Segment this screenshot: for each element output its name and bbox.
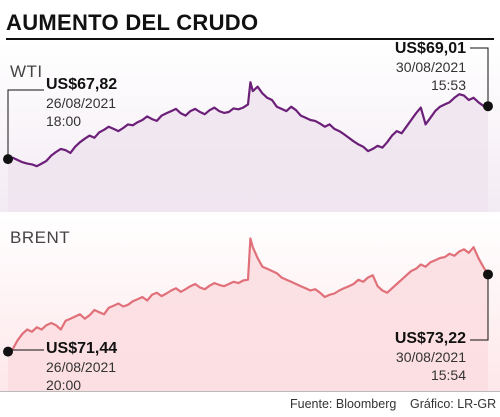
brent-end-annotation: US$73,22 30/08/2021 15:54: [395, 330, 466, 384]
wti-end-marker: [483, 101, 493, 112]
brent-end-leader: [470, 274, 489, 341]
brent-start-annotation: US$71,44 26/08/2021 20:00: [46, 340, 117, 394]
footer-divider: [0, 391, 500, 392]
brent-start-time: 20:00: [46, 377, 82, 393]
wti-start-leader: [7, 89, 44, 160]
wti-area-fill: [8, 82, 488, 212]
wti-price-line: [7, 81, 489, 168]
wti-chart: [3, 47, 493, 212]
graphic-credit: Gráfico: LR-GR: [410, 397, 497, 411]
title-divider: [6, 38, 494, 40]
brent-area-fill: [8, 238, 488, 391]
wti-start-value: US$67,82: [46, 76, 118, 93]
wti-end-time: 15:53: [430, 77, 466, 93]
wti-end-value: US$69,01: [394, 40, 466, 57]
brent-start-date: 26/08/2021: [46, 359, 117, 375]
wti-series-label: WTI: [10, 62, 43, 81]
brent-price-line: [7, 237, 489, 353]
wti-start-date: 26/08/2021: [46, 95, 117, 111]
brent-end-value: US$73,22: [394, 330, 466, 347]
brent-start-marker: [3, 346, 13, 357]
wti-end-leader: [470, 47, 489, 107]
brent-chart: [3, 237, 493, 391]
wti-start-marker: [3, 154, 13, 165]
wti-end-annotation: US$69,01 30/08/2021 15:53: [395, 40, 466, 94]
brent-series-label: BRENT: [10, 228, 71, 247]
wti-start-time: 18:00: [46, 113, 82, 129]
wti-end-date: 30/08/2021: [395, 59, 466, 75]
brent-end-time: 15:54: [430, 367, 466, 383]
brent-start-value: US$71,44: [46, 340, 118, 357]
wti-start-annotation: US$67,82 26/08/2021 18:00: [46, 76, 117, 130]
source-credit: Fuente: Bloomberg: [290, 397, 397, 411]
brent-end-marker: [483, 269, 493, 280]
brent-end-date: 30/08/2021: [395, 349, 466, 365]
chart-title: AUMENTO DEL CRUDO: [6, 10, 259, 35]
